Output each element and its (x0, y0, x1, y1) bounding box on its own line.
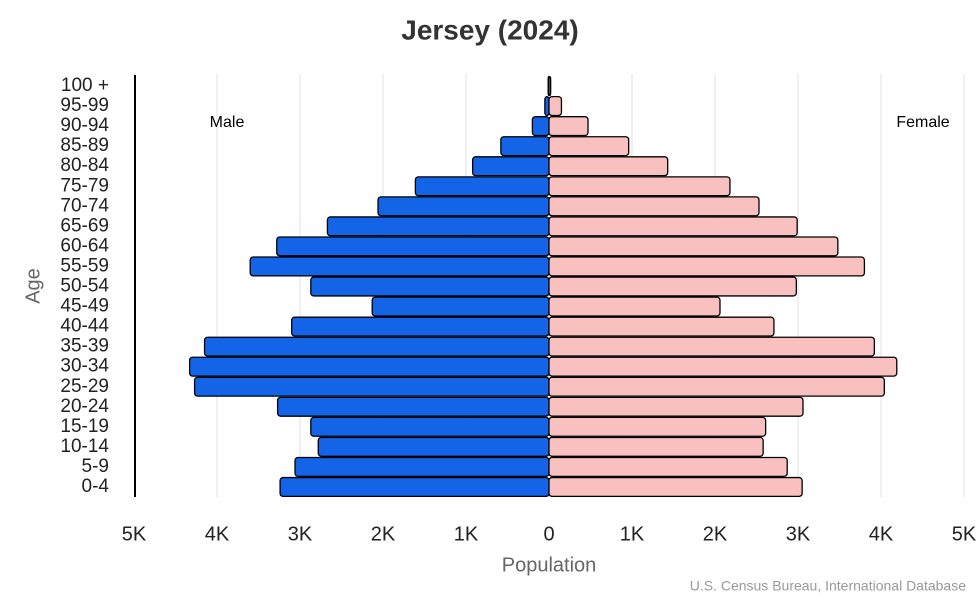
x-tick-label: 2K (371, 523, 396, 545)
bar (548, 176, 731, 197)
y-tick-label: 85-89 (60, 135, 109, 156)
y-tick-label: 45-49 (60, 296, 109, 317)
bar (548, 376, 885, 397)
x-axis-label: Population (502, 554, 597, 576)
y-tick-label: 70-74 (60, 195, 109, 216)
y-tick-label: 90-94 (60, 115, 109, 136)
y-tick-label: 5-9 (82, 456, 109, 477)
bar (548, 236, 839, 257)
bar (414, 176, 550, 197)
x-tick-label: 4K (869, 523, 894, 545)
bar (548, 436, 764, 457)
y-tick-label: 65-69 (60, 215, 109, 236)
x-tick-label: 1K (620, 523, 645, 545)
bar (310, 416, 550, 437)
bar (310, 276, 550, 297)
y-axis-label: Age (22, 268, 44, 304)
bar (500, 136, 550, 157)
x-tick-label: 5K (122, 523, 147, 545)
bar (548, 456, 788, 478)
legend-label: Female (896, 114, 949, 131)
bar (326, 216, 550, 237)
bar (548, 396, 804, 417)
x-tick-label: 2K (703, 523, 728, 545)
bar (317, 436, 550, 457)
bar (371, 296, 550, 317)
y-tick-label: 50-54 (60, 276, 109, 297)
bar (548, 336, 876, 357)
bar (531, 116, 550, 137)
bar (548, 196, 760, 217)
x-tick-label: 4K (205, 523, 230, 545)
y-tick-label: 15-19 (60, 416, 109, 437)
bar (548, 276, 797, 297)
bar (548, 136, 630, 157)
y-tick-label: 100 + (61, 75, 109, 96)
bar (548, 116, 589, 137)
y-tick-label: 25-29 (60, 376, 109, 397)
bar (249, 256, 550, 277)
bar (203, 336, 550, 357)
bar (471, 156, 550, 177)
bar (276, 236, 550, 257)
x-tick-label: 0 (543, 523, 554, 545)
bar (276, 396, 550, 417)
bars (188, 75, 898, 498)
y-tick-label: 55-59 (60, 255, 109, 276)
y-tick-label: 40-44 (60, 316, 109, 337)
bar (548, 296, 721, 317)
y-tick-label: 0-4 (82, 476, 110, 497)
bar (548, 476, 803, 498)
y-tick-label: 20-24 (60, 396, 109, 417)
x-tick-label: 1K (454, 523, 479, 545)
y-tick-label: 35-39 (60, 336, 109, 357)
bar (548, 356, 898, 377)
chart-title: Jersey (2024) (401, 14, 578, 45)
bar (548, 416, 767, 437)
bar (548, 316, 775, 337)
source-note: U.S. Census Bureau, International Databa… (690, 578, 966, 594)
y-tick-label: 80-84 (60, 155, 109, 176)
bar (291, 316, 550, 337)
y-tick-label: 30-34 (60, 356, 109, 377)
bar (548, 75, 552, 97)
y-tick-label: 60-64 (60, 235, 109, 256)
bar (548, 216, 798, 237)
bar (548, 95, 563, 117)
y-tick-label: 75-79 (60, 175, 109, 196)
bar (193, 376, 550, 397)
y-tick-label: 10-14 (60, 436, 109, 457)
x-tick-label: 3K (288, 523, 313, 545)
bar (548, 156, 669, 177)
bar (377, 196, 550, 217)
bar (548, 256, 866, 277)
x-tick-label: 3K (786, 523, 811, 545)
bar (294, 456, 550, 478)
bar (188, 356, 550, 377)
bar (279, 476, 550, 498)
legend-label: Male (210, 114, 245, 131)
y-tick-label: 95-99 (60, 95, 109, 116)
x-tick-label: 5K (952, 523, 977, 545)
